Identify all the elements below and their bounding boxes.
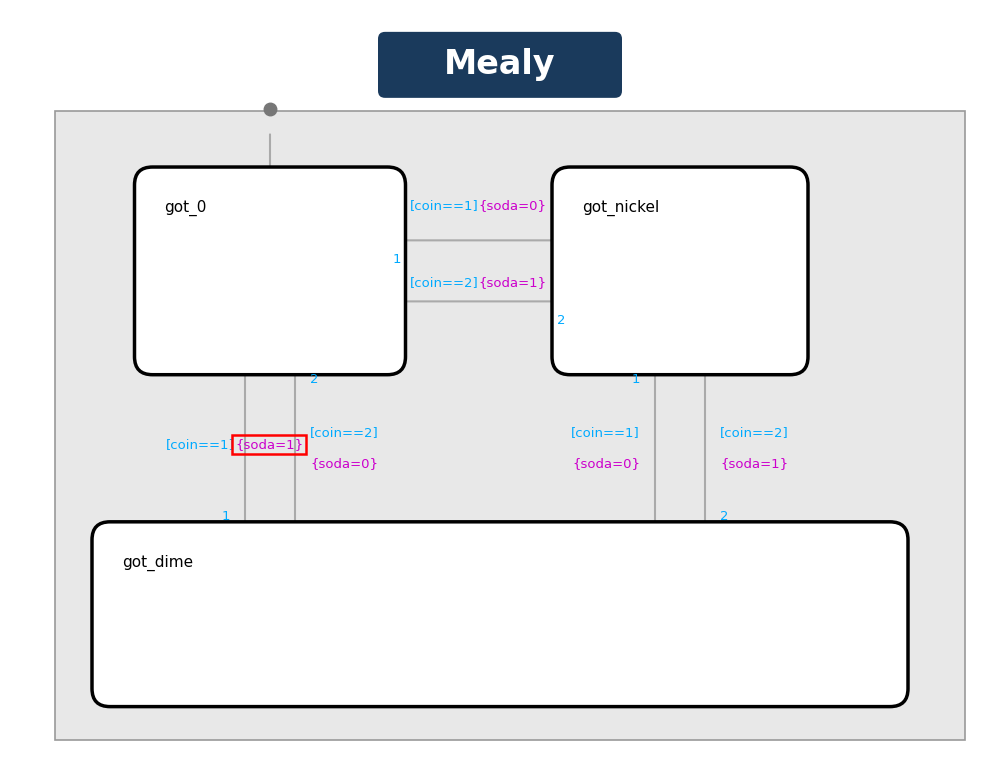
Text: Mealy: Mealy bbox=[444, 48, 556, 82]
Text: {soda=0}: {soda=0} bbox=[479, 199, 547, 213]
Text: got_0: got_0 bbox=[165, 201, 207, 217]
Text: 1: 1 bbox=[392, 253, 401, 266]
Text: {soda=0}: {soda=0} bbox=[572, 457, 640, 470]
Text: [coin==1]: [coin==1] bbox=[571, 427, 640, 439]
Text: [coin==2]: [coin==2] bbox=[310, 427, 379, 439]
Text: [coin==1]: [coin==1] bbox=[166, 438, 235, 451]
Text: 1: 1 bbox=[222, 510, 230, 523]
Text: 2: 2 bbox=[720, 510, 729, 523]
FancyBboxPatch shape bbox=[55, 111, 965, 740]
FancyBboxPatch shape bbox=[552, 167, 808, 375]
Text: 2: 2 bbox=[556, 314, 565, 327]
Text: {soda=1}: {soda=1} bbox=[235, 438, 303, 451]
Text: {soda=1}: {soda=1} bbox=[479, 275, 547, 289]
Text: got_dime: got_dime bbox=[122, 555, 193, 571]
Text: [coin==2]: [coin==2] bbox=[410, 275, 479, 289]
Text: 2: 2 bbox=[310, 373, 319, 386]
Text: {soda=1}: {soda=1} bbox=[720, 457, 788, 470]
FancyBboxPatch shape bbox=[378, 32, 622, 98]
Text: got_nickel: got_nickel bbox=[582, 201, 659, 217]
FancyBboxPatch shape bbox=[135, 167, 406, 375]
FancyBboxPatch shape bbox=[92, 522, 908, 707]
Text: {soda=0}: {soda=0} bbox=[310, 457, 378, 470]
Text: 1: 1 bbox=[632, 373, 640, 386]
Text: [coin==1]: [coin==1] bbox=[410, 199, 479, 213]
Text: [coin==2]: [coin==2] bbox=[720, 427, 789, 439]
